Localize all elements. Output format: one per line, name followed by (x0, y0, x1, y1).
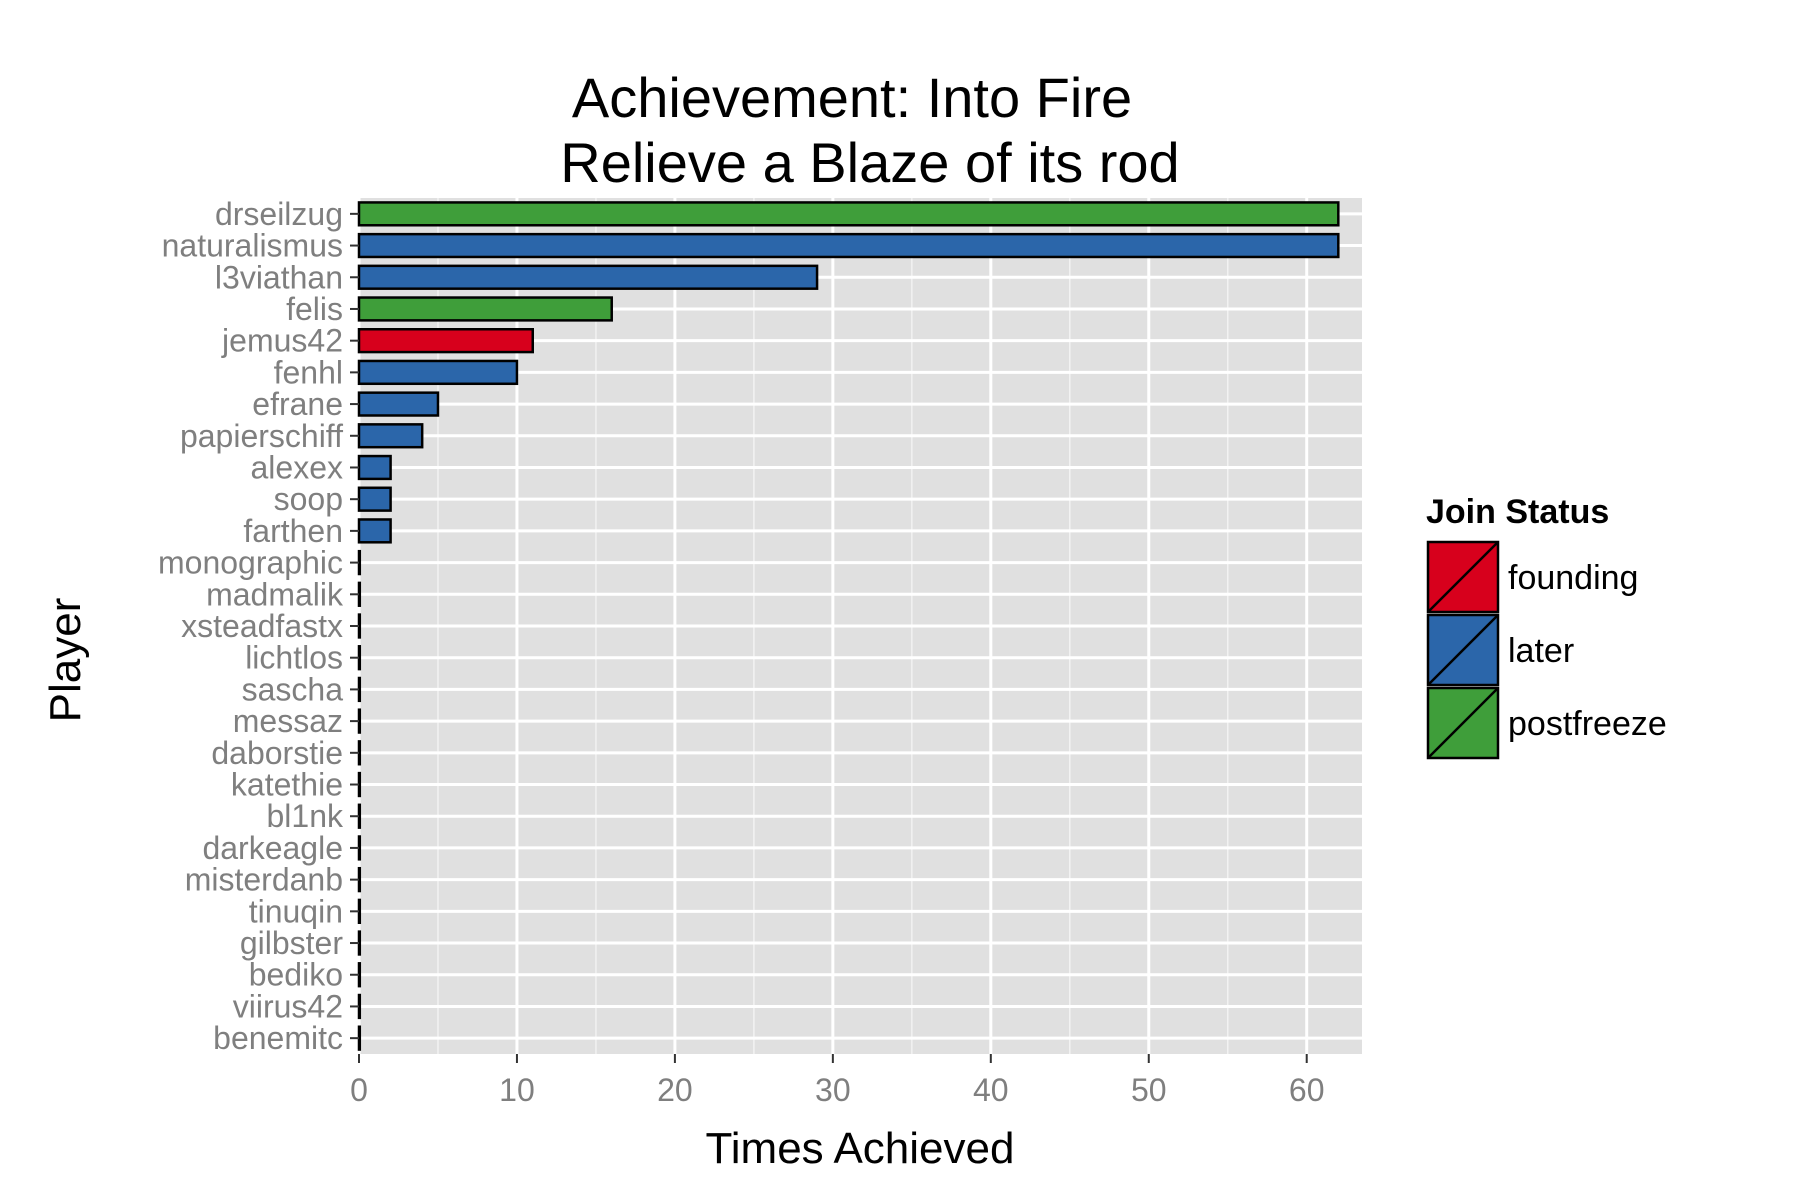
bar-tinuqin (357, 898, 362, 924)
y-tick-label: lichtlos (245, 640, 343, 676)
legend: Join Status founding later postfreeze (1426, 493, 1667, 760)
x-tick-label: 10 (499, 1072, 535, 1108)
y-tick-label: tinuqin (249, 893, 343, 929)
legend-label-postfreeze: postfreeze (1508, 705, 1667, 743)
y-tick-label: benemitc (213, 1020, 343, 1056)
y-tick-label: sascha (242, 671, 344, 707)
x-tick-label: 60 (1289, 1072, 1325, 1108)
y-tick-label: bediko (249, 957, 343, 993)
bar-xsteadfastx (357, 613, 362, 639)
y-tick-label: bl1nk (267, 798, 345, 834)
y-tick-label: l3viathan (215, 259, 343, 295)
bar-felis (357, 296, 613, 322)
bar-benemitc (357, 1025, 362, 1051)
bar-alexex (357, 454, 392, 481)
bar-naturalismus (357, 232, 1340, 259)
bar-katethie (357, 771, 362, 798)
bar-bediko (357, 962, 362, 988)
y-tick-label: naturalismus (162, 228, 343, 264)
x-tick-label: 20 (657, 1072, 693, 1108)
bar-daborstie (357, 740, 362, 766)
y-tick-label: papierschiff (180, 418, 343, 454)
bar-fenhl (357, 359, 519, 386)
legend-label-later: later (1508, 632, 1574, 670)
y-tick-label: messaz (233, 703, 343, 739)
bar-misterdanb (357, 866, 362, 893)
y-tick-label: alexex (251, 449, 344, 485)
x-tick-label: 30 (815, 1072, 851, 1108)
bar-lichtlos (357, 645, 362, 671)
y-tick-label: monographic (158, 545, 343, 581)
bar-soop (357, 486, 392, 512)
y-tick-label: madmalik (206, 576, 344, 612)
x-tick-label: 50 (1131, 1072, 1167, 1108)
legend-key-diagonal (1427, 687, 1499, 759)
bar-efrane (357, 391, 440, 417)
legend-key-diagonal (1427, 541, 1499, 613)
y-tick-label: drseilzug (215, 196, 343, 232)
x-axis: 0 10 20 30 40 50 60 (350, 1054, 1325, 1108)
bar-madmalik (357, 581, 362, 607)
y-tick-label: fenhl (274, 354, 343, 390)
chart-title-line-2: Relieve a Blaze of its rod (560, 131, 1179, 194)
y-tick-label: felis (286, 291, 343, 327)
y-axis: drseilzugnaturalismusl3viathanfelisjemus… (158, 196, 359, 1056)
y-tick-label: gilbster (240, 925, 344, 961)
bar-farthen (357, 518, 392, 544)
x-tick-label: 0 (350, 1072, 368, 1108)
bar-monographic (357, 549, 362, 576)
y-axis-title: Player (41, 598, 90, 723)
chart-title-line-1: Achievement: Into Fire (572, 66, 1132, 129)
bar-bl1nk (357, 803, 362, 829)
legend-key-diagonal (1427, 614, 1499, 686)
bar-l3viathan (357, 264, 819, 290)
x-axis-title: Times Achieved (706, 1124, 1015, 1173)
bar-drseilzug (357, 201, 1340, 227)
y-tick-label: soop (274, 481, 343, 517)
bar-darkeagle (357, 835, 362, 861)
y-tick-label: darkeagle (202, 830, 343, 866)
bar-jemus42 (357, 328, 534, 354)
bar-papierschiff (357, 423, 424, 449)
bar-gilbster (357, 930, 362, 956)
y-tick-label: xsteadfastx (181, 608, 343, 644)
y-tick-label: jemus42 (221, 323, 343, 359)
bar-messaz (357, 708, 362, 734)
x-tick-label: 40 (973, 1072, 1009, 1108)
y-tick-label: misterdanb (185, 862, 343, 898)
y-tick-label: farthen (243, 513, 343, 549)
y-tick-label: katethie (231, 767, 343, 803)
y-tick-label: efrane (252, 386, 343, 422)
y-tick-label: viirus42 (233, 988, 343, 1024)
y-tick-label: daborstie (211, 735, 343, 771)
bar-viirus42 (357, 993, 362, 1020)
bar-sascha (357, 676, 362, 703)
legend-label-founding: founding (1508, 559, 1638, 597)
legend-title: Join Status (1426, 493, 1609, 531)
